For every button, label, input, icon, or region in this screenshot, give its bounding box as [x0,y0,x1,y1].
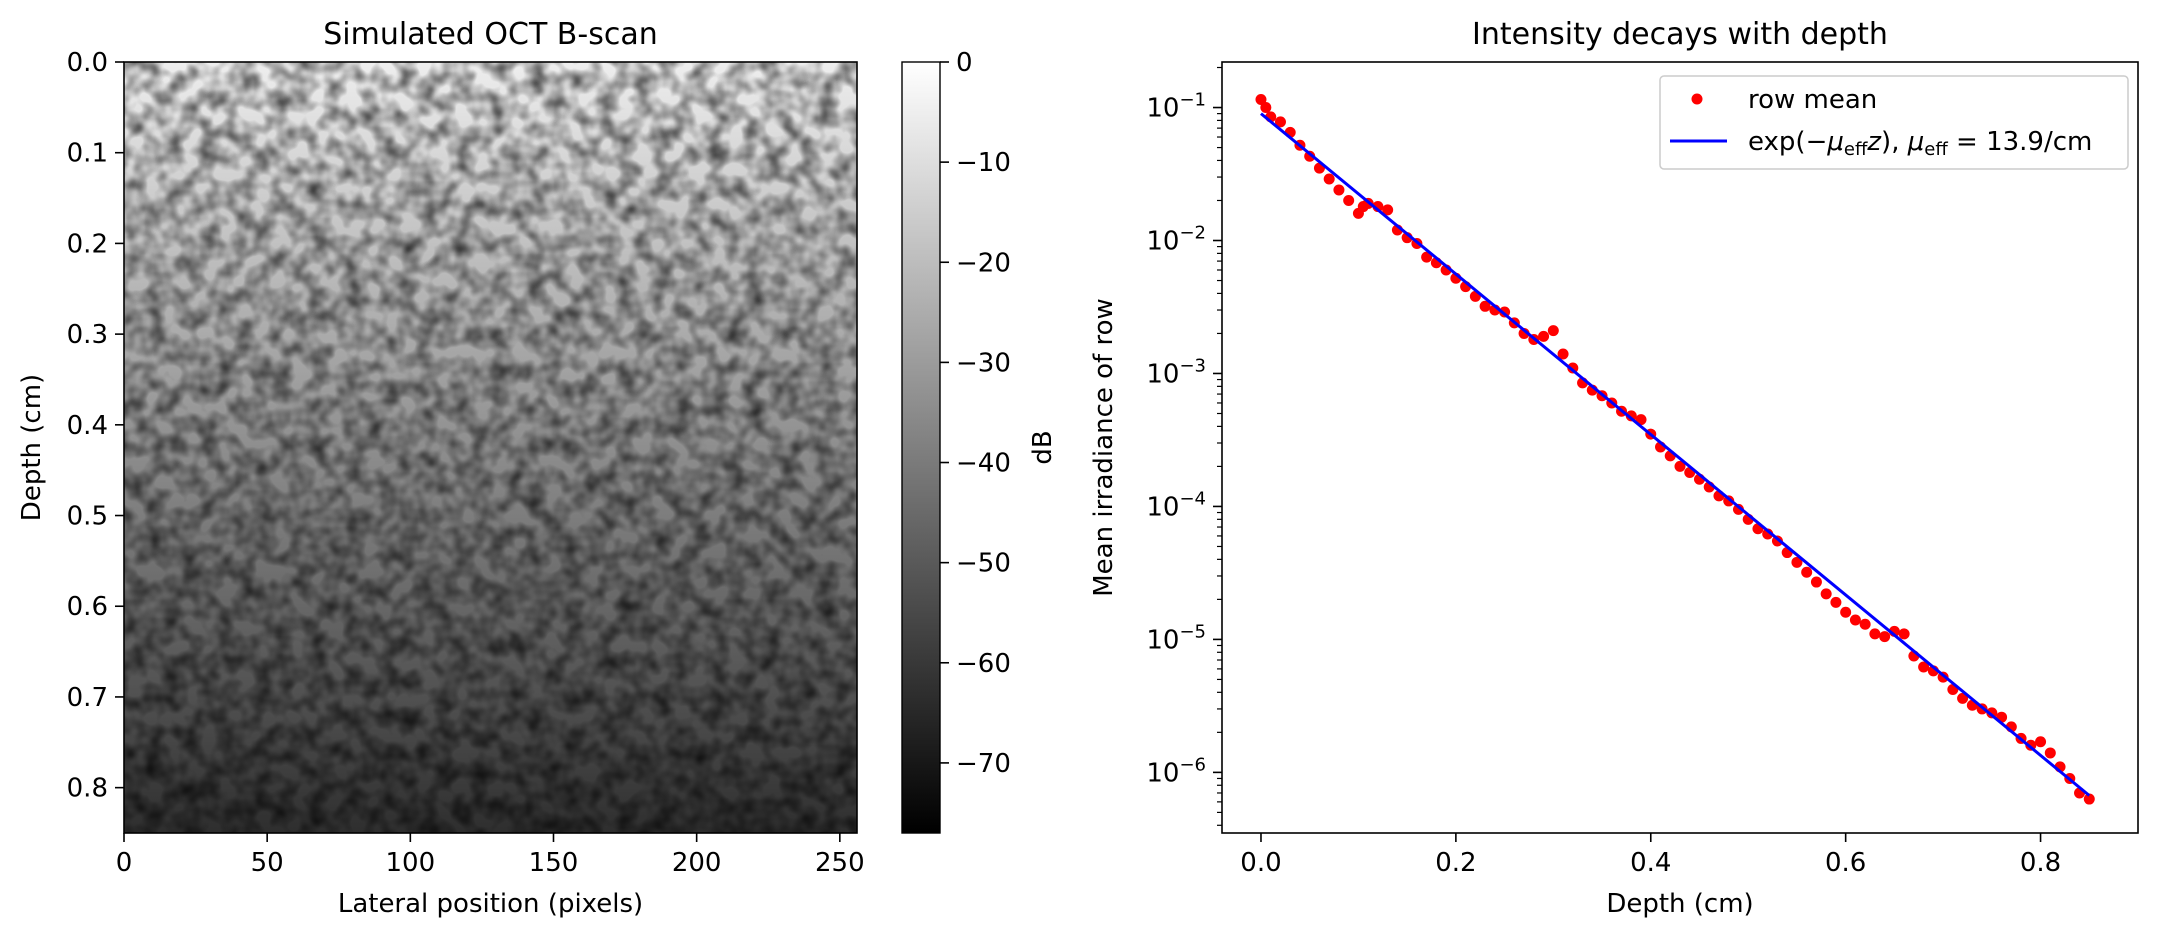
row-mean-point [1304,150,1316,162]
left-x-ticks: 0 50 100 150 200 250 [116,833,865,878]
row-mean-point [1801,566,1813,578]
right-plot-area [1255,93,2095,805]
colorbar-tick-label: −30 [956,348,1011,378]
left-chart-title: Simulated OCT B-scan [323,17,657,52]
row-mean-point [1830,596,1842,608]
right-x-tick-label: 0.6 [1825,848,1866,878]
row-mean-point [1849,614,1861,626]
right-x-ticks: 0.0 0.2 0.4 0.6 0.8 [1240,833,2061,878]
colorbar-tick-label: −50 [956,549,1011,579]
row-mean-point [1810,576,1822,588]
colorbar-tick-label: 0 [956,48,973,78]
row-mean-point [1840,606,1852,618]
colorbar-tick-label: −70 [956,749,1011,779]
row-mean-point [1869,628,1881,640]
row-mean-point [1957,692,1969,704]
right-y-axis-label: Mean irradiance of row [1089,298,1119,597]
left-y-ticks: 0.0 0.1 0.2 0.3 0.4 0.5 0.6 0.7 0.8 [67,48,124,804]
left-y-tick-label: 0.0 [67,48,108,78]
right-y-tick-label: 10−4 [1146,488,1206,522]
left-y-tick-label: 0.8 [67,774,108,804]
legend-label-fit: exp(−μeffz), μeff = 13.9/cm [1748,127,2092,160]
colorbar-tick-label: −10 [956,148,1011,178]
row-mean-point [1382,204,1394,216]
row-mean-point [1732,503,1744,515]
left-y-tick-label: 0.2 [67,229,108,259]
fit-line [1260,112,2091,797]
row-mean-point [1343,194,1355,206]
colorbar-tick-label: −20 [956,248,1011,278]
left-y-tick-label: 0.7 [67,683,108,713]
legend-label-row-mean: row mean [1748,85,1877,115]
row-mean-point [1674,460,1686,472]
row-mean-point [1625,410,1637,422]
colorbar-ticks: 0 −10 −20 −30 −40 −50 −60 −70 [940,48,1011,779]
colorbar-tick-label: −60 [956,649,1011,679]
row-mean-point [2044,747,2056,759]
left-x-tick-label: 250 [815,848,865,878]
oct-bscan-panel: Simulated OCT B-scan 0 50 100 150 200 250 0.0… [17,17,865,919]
row-mean-point [1879,631,1891,643]
right-x-tick-label: 0.4 [1630,848,1671,878]
right-y-tick-label: 10−5 [1146,621,1206,655]
left-axes-frame [123,61,858,834]
row-mean-point [1333,184,1345,196]
row-mean-point [1255,93,1267,105]
left-y-tick-label: 0.3 [67,320,108,350]
left-y-axis-label: Depth (cm) [17,374,47,521]
left-x-tick-label: 0 [116,848,133,878]
left-x-tick-label: 150 [529,848,579,878]
right-x-tick-label: 0.8 [2020,848,2061,878]
legend: row mean exp(−μeffz), μeff = 13.9/cm [1659,75,2129,170]
right-axes-frame [1221,61,2139,834]
row-mean-point [1538,330,1550,342]
right-x-tick-label: 0.0 [1240,848,1281,878]
row-mean-point [1274,116,1286,128]
colorbar-label: dB [1028,430,1058,464]
row-mean-point [2083,793,2095,805]
left-x-tick-label: 200 [672,848,722,878]
intensity-decay-panel: Intensity decays with depth 0.0 0.2 0.4 0.6… [1089,17,2139,919]
row-mean-point [1479,300,1491,312]
left-x-tick-label: 50 [251,848,284,878]
legend-marker-row-mean [1691,93,1703,105]
right-chart-title: Intensity decays with depth [1472,17,1888,52]
right-y-ticks: 10−1 10−2 10−3 10−4 10−5 10−6 [1146,66,1222,826]
right-x-tick-label: 0.2 [1435,848,1476,878]
row-mean-point [1547,325,1559,337]
colorbar-gradient [901,61,941,834]
left-y-tick-label: 0.6 [67,592,108,622]
oct-image-speckle [124,62,857,833]
row-mean-point [1791,556,1803,568]
right-x-axis-label: Depth (cm) [1606,889,1753,919]
row-mean-point [1323,173,1335,185]
right-y-tick-label: 10−6 [1146,754,1206,788]
left-y-tick-label: 0.5 [67,502,108,532]
legend-box [1659,75,2129,170]
row-mean-point [1421,251,1433,263]
left-y-tick-label: 0.4 [67,411,108,441]
left-y-tick-label: 0.1 [67,139,108,169]
colorbar: 0 −10 −20 −30 −40 −50 −60 −70 dB [901,48,1058,834]
colorbar-tick-label: −40 [956,449,1011,479]
row-mean-point [1898,628,1910,640]
left-x-axis-label: Lateral position (pixels) [338,889,643,919]
left-x-tick-label: 100 [386,848,436,878]
right-y-tick-label: 10−2 [1146,223,1206,257]
right-y-tick-label: 10−1 [1146,90,1206,124]
row-mean-point [1859,618,1871,630]
row-mean-point [1820,588,1832,600]
row-mean-point [1557,348,1569,360]
row-mean-point [1918,661,1930,673]
row-mean-point [2035,736,2047,748]
row-mean-point [1260,102,1272,114]
right-y-tick-label: 10−3 [1146,355,1206,389]
